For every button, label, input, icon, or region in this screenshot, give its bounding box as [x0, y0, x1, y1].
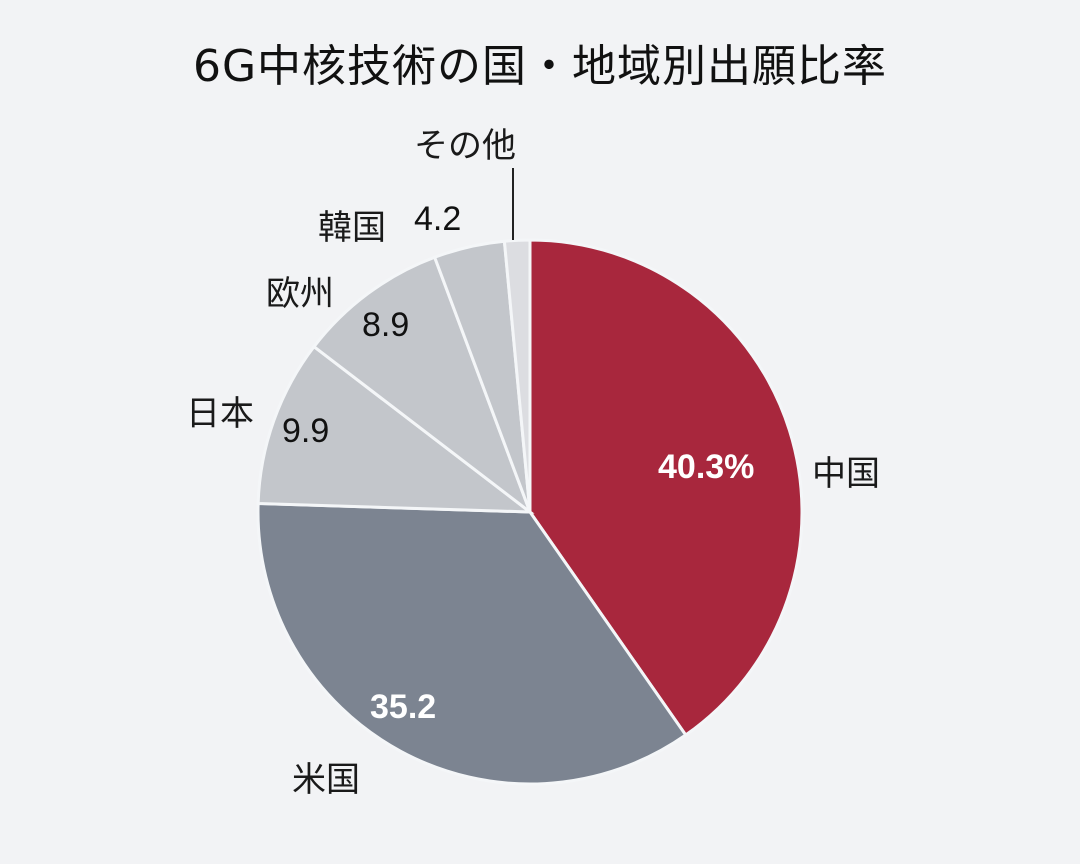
chart-title: 6G中核技術の国・地域別出願比率: [192, 41, 888, 92]
korea-label: 韓国: [318, 208, 386, 248]
china-label: 中国: [812, 454, 880, 494]
pie-slice-5: [502, 238, 532, 513]
europe-value: 8.9: [362, 306, 410, 344]
korea-value: 4.2: [414, 200, 462, 238]
pie-slices: [256, 238, 804, 786]
pie-slice-3: [311, 255, 534, 517]
japan-label: 日本: [186, 394, 254, 434]
japan-value: 9.9: [282, 412, 330, 450]
china-value: 40.3%: [658, 448, 755, 486]
pie-slice-0: [528, 238, 804, 738]
europe-label: 欧州: [266, 274, 334, 314]
us-label: 米国: [292, 760, 360, 800]
pie-slice-1: [256, 501, 688, 786]
us-value: 35.2: [370, 688, 437, 726]
other-label: その他: [414, 126, 516, 166]
pie-slice-2: [256, 344, 535, 514]
